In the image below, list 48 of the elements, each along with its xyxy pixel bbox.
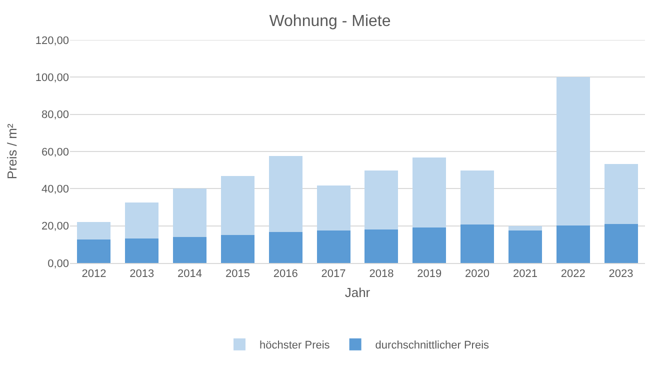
x-tick-label: 2019 — [417, 268, 442, 280]
y-tick-label: 60,00 — [41, 146, 69, 158]
chart-title: Wohnung - Miete — [269, 13, 391, 30]
bar — [268, 156, 302, 232]
x-tick-label: 2014 — [178, 268, 202, 280]
bar — [125, 202, 159, 239]
x-tick-label: 2018 — [369, 268, 394, 280]
bar — [508, 226, 542, 230]
bar — [364, 170, 398, 230]
bar — [508, 230, 542, 263]
bar — [268, 232, 302, 263]
x-tick-label: 2015 — [225, 268, 250, 280]
y-tick-label: 0,00 — [48, 258, 69, 270]
bar — [460, 224, 494, 263]
bar — [316, 186, 350, 230]
legend-label: höchster Preis — [260, 340, 330, 352]
x-tick-label: 2013 — [130, 268, 154, 280]
y-tick-label: 20,00 — [41, 220, 69, 233]
bar — [604, 164, 638, 224]
x-tick-label: 2020 — [465, 268, 490, 280]
bar — [220, 176, 254, 235]
bar — [173, 188, 207, 237]
bar — [364, 229, 398, 263]
x-axis-title: Jahr — [344, 284, 371, 300]
x-tick-label: 2022 — [560, 268, 586, 280]
y-axis-title: Preis / m² — [4, 123, 20, 180]
bar — [77, 222, 111, 240]
x-tick-label: 2021 — [512, 268, 538, 280]
bar — [77, 240, 111, 263]
y-tick-label: 40,00 — [41, 184, 69, 196]
legend-label: durchschnittlicher Preis — [375, 340, 490, 352]
x-tick-label: 2012 — [82, 268, 106, 280]
bar — [604, 224, 638, 263]
x-tick-label: 2017 — [321, 268, 346, 280]
bar — [125, 238, 159, 263]
bar — [556, 77, 590, 226]
bar — [220, 234, 254, 263]
bar — [460, 170, 494, 225]
y-tick-label: 100,00 — [35, 72, 69, 84]
bar — [316, 230, 350, 263]
x-tick-label: 2016 — [273, 268, 298, 280]
bar — [412, 158, 446, 228]
bar — [556, 226, 590, 263]
x-tick-label: 2023 — [608, 268, 634, 280]
bar — [412, 228, 446, 263]
y-tick-label: 120,00 — [35, 34, 69, 47]
bar — [173, 236, 207, 263]
y-tick-label: 80,00 — [41, 109, 69, 122]
